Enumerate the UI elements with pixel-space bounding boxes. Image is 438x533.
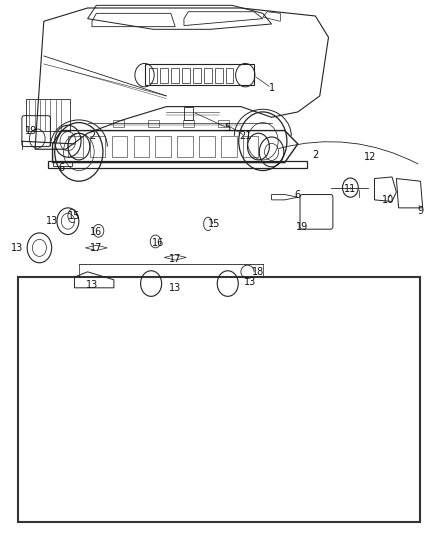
Text: 19: 19 <box>25 126 37 135</box>
Bar <box>145 64 254 85</box>
Bar <box>113 120 124 127</box>
Bar <box>182 68 190 83</box>
Bar <box>183 120 194 127</box>
Text: 13: 13 <box>46 216 59 226</box>
Bar <box>218 120 229 127</box>
Bar <box>221 136 237 157</box>
Bar <box>18 277 420 522</box>
Bar <box>90 136 105 157</box>
Bar <box>160 68 168 83</box>
Text: 21: 21 <box>239 131 251 141</box>
Text: 13: 13 <box>169 283 181 293</box>
Bar <box>193 68 201 83</box>
Text: 6: 6 <box>295 190 301 199</box>
Bar <box>149 68 157 83</box>
Text: 10: 10 <box>381 195 394 205</box>
Bar <box>199 136 215 157</box>
Bar <box>215 68 223 83</box>
Text: 1: 1 <box>268 83 275 93</box>
Bar <box>112 136 127 157</box>
Text: 17: 17 <box>90 243 102 253</box>
Bar <box>134 136 149 157</box>
Text: 2: 2 <box>89 131 95 141</box>
Text: 11: 11 <box>344 184 357 194</box>
Bar <box>177 136 193 157</box>
Bar <box>26 99 70 131</box>
Text: 17: 17 <box>169 254 181 263</box>
Bar <box>204 68 212 83</box>
Bar <box>148 120 159 127</box>
Text: 19: 19 <box>296 222 308 231</box>
Bar <box>68 136 83 157</box>
Bar <box>171 68 179 83</box>
Text: 6: 6 <box>58 163 64 173</box>
Text: 13: 13 <box>86 280 98 290</box>
Bar <box>155 136 171 157</box>
Text: 12: 12 <box>364 152 376 162</box>
Text: 13: 13 <box>244 278 256 287</box>
Text: 15: 15 <box>208 219 221 229</box>
Bar <box>243 136 258 157</box>
Text: 5: 5 <box>225 123 231 133</box>
Text: 16: 16 <box>90 227 102 237</box>
Text: 13: 13 <box>11 243 24 253</box>
Text: 15: 15 <box>68 211 81 221</box>
Text: 16: 16 <box>152 238 164 247</box>
Text: 18: 18 <box>252 267 265 277</box>
Bar <box>48 161 307 168</box>
Bar <box>226 68 233 83</box>
Text: 9: 9 <box>417 206 424 215</box>
Text: 2: 2 <box>312 150 318 159</box>
